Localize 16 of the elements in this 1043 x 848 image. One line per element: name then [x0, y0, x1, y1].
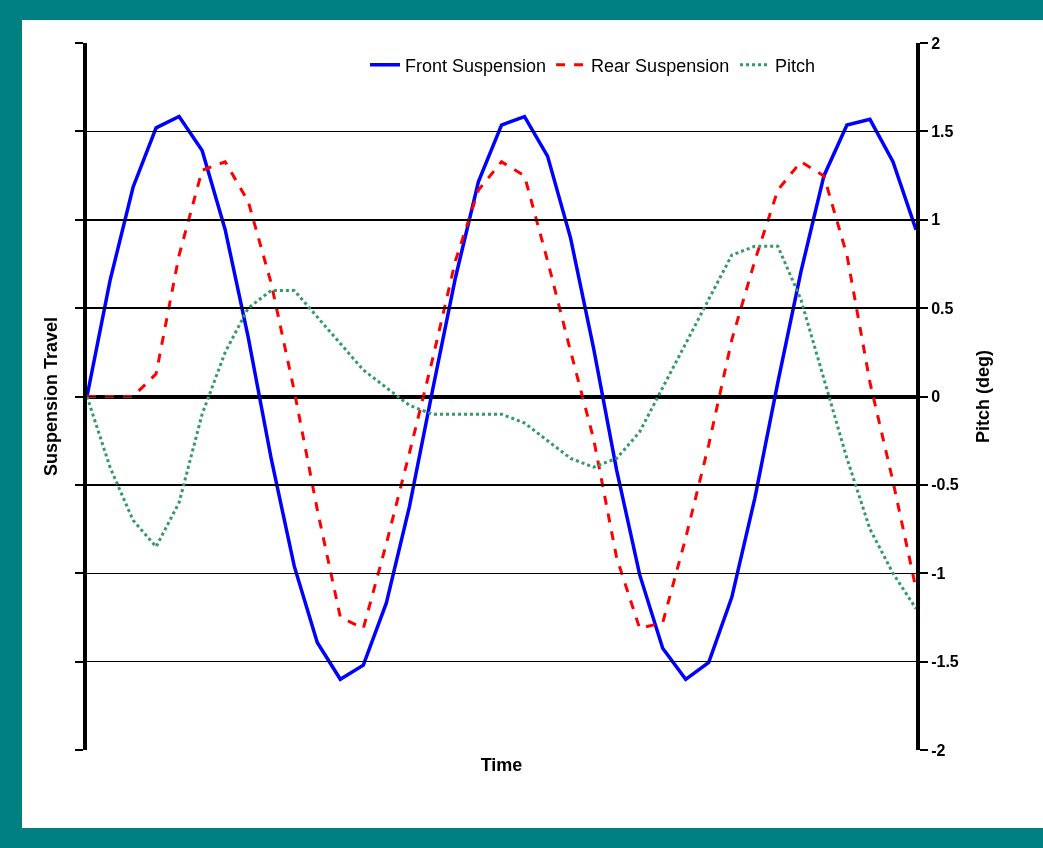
- y-tick-label: -1: [931, 564, 946, 582]
- y-tick-label: -0.5: [931, 476, 959, 494]
- y-tick-label: 1.5: [931, 122, 954, 140]
- y-axis-title: Suspension Travel: [40, 316, 61, 477]
- line-series: [87, 244, 916, 611]
- y-tick-label: 0.5: [931, 299, 954, 317]
- y-tick-label: -1.5: [931, 653, 959, 671]
- legend-label: Rear Suspension: [591, 55, 730, 76]
- y-tick-label: 2: [931, 34, 941, 52]
- legend-label: Pitch: [775, 55, 816, 76]
- legend-label: Front Suspension: [405, 55, 547, 76]
- y-tick-label: 1: [931, 211, 941, 229]
- y-tick-label: -2: [931, 741, 946, 759]
- x-axis-title: Time: [480, 755, 523, 776]
- y-axis-title: Pitch (deg): [973, 350, 994, 443]
- y-tick-label: 0: [931, 388, 941, 406]
